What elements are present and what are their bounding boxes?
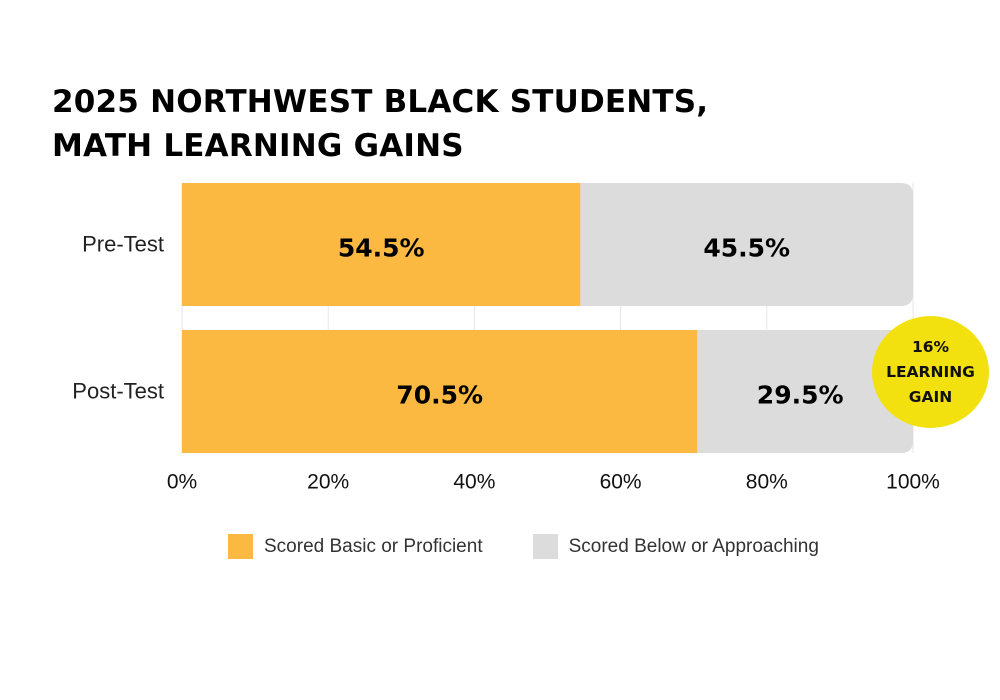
chart-title: 2025 NORTHWEST BLACK STUDENTS, MATH LEAR… [52,80,708,168]
bar-pre-test-below-approaching [580,183,913,306]
legend-item-below-approaching: Scored Below or Approaching [532,534,819,559]
badge-gain-value: 16% [911,337,950,356]
badge-gain-label-1: LEARNING [886,362,975,381]
data-label-post-test-below-approaching: 29.5% [757,381,844,410]
category-labels: Pre-Test Post-Test [72,231,164,403]
category-label-post-test: Post-Test [72,378,164,403]
badge-gain-label-2: GAIN [908,387,953,406]
x-tick-label-40: 40% [453,471,495,494]
bar-pre-test-basic-proficient [182,183,581,306]
bar-post-test-basic-proficient [182,330,698,453]
category-label-pre-test: Pre-Test [82,231,164,256]
x-tick-label-100: 100% [886,471,940,494]
x-axis-tick-labels: 0% 20% 40% 60% 80% 100% [167,471,940,494]
x-tick-label-80: 80% [746,471,788,494]
x-tick-label-0: 0% [167,471,197,494]
legend-label-below-approaching: Scored Below or Approaching [568,535,819,557]
x-tick-label-20: 20% [307,471,349,494]
legend-label-basic-proficient: Scored Basic or Proficient [264,535,483,557]
data-label-post-test-basic-proficient: 70.5% [396,381,483,410]
legend-swatch-below-approaching [532,534,558,559]
learning-gain-badge: 16% LEARNING GAIN [872,316,989,428]
legend-item-basic-proficient: Scored Basic or Proficient [228,534,483,559]
data-label-pre-test-basic-proficient: 54.5% [338,234,425,263]
data-label-pre-test-below-approaching: 45.5% [703,234,790,263]
chart-title-line-2: MATH LEARNING GAINS [52,128,464,164]
bar-group-pre-test [182,183,913,306]
stacked-bar-chart: 54.5% 45.5% 70.5% 29.5% Pre-Test Post-Test 0… [72,183,940,494]
x-tick-label-60: 60% [600,471,642,494]
legend-swatch-basic-proficient [228,534,253,559]
legend: Scored Basic or Proficient Scored Below … [228,534,869,559]
bars: 54.5% 45.5% 70.5% 29.5% [182,183,913,453]
chart-title-line-1: 2025 NORTHWEST BLACK STUDENTS, [52,84,709,120]
